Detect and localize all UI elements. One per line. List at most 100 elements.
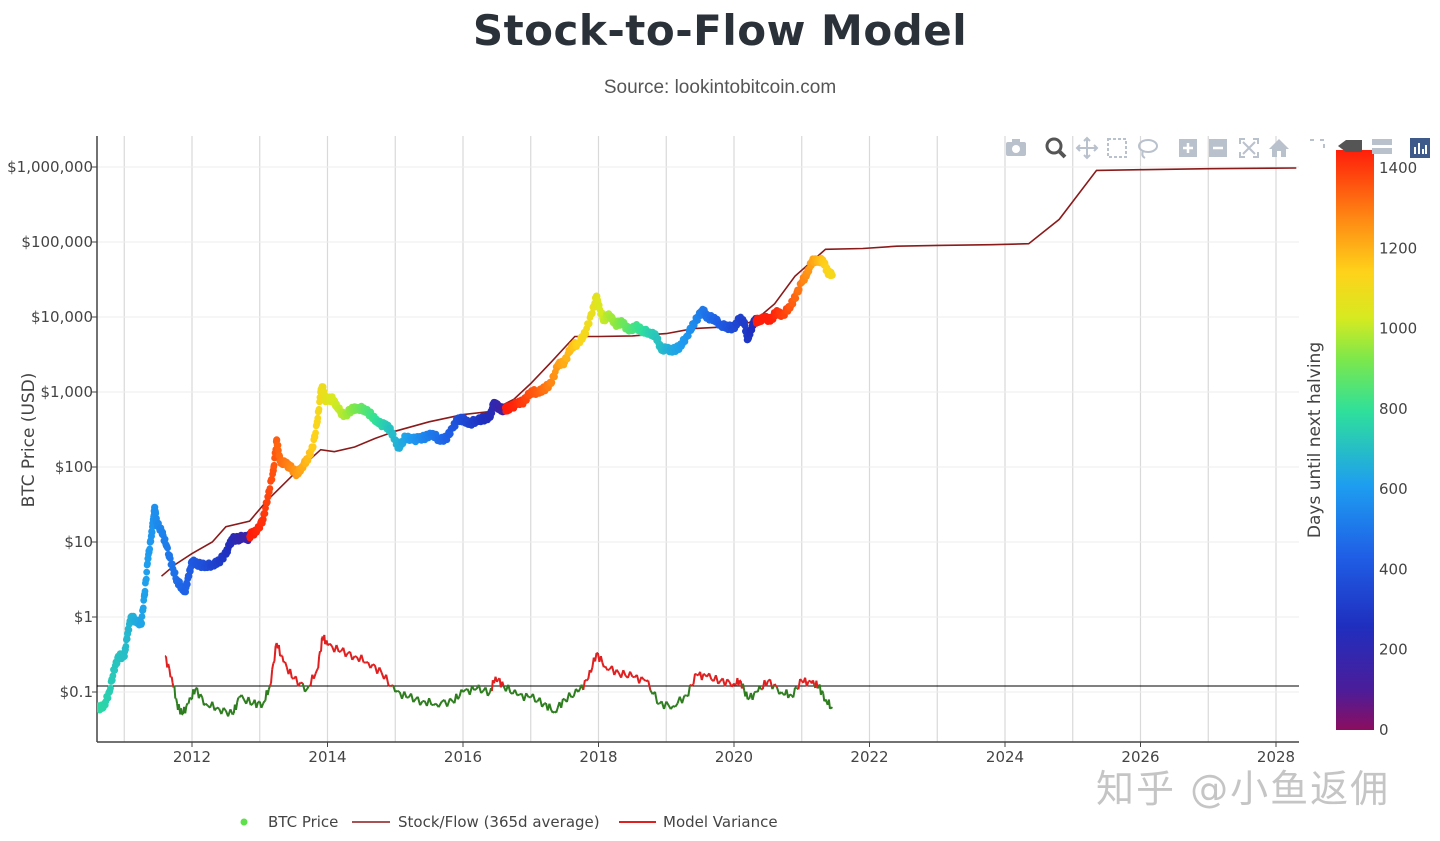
model-variance-segment[interactable] <box>805 680 810 687</box>
model-variance-segment[interactable] <box>428 697 433 706</box>
model-variance-segment[interactable] <box>289 668 293 679</box>
model-variance-segment[interactable] <box>812 680 816 685</box>
model-variance-segment[interactable] <box>696 673 699 677</box>
model-variance-segment[interactable] <box>681 695 686 704</box>
model-variance-segment[interactable] <box>797 678 802 690</box>
btc-price-point[interactable] <box>183 580 191 588</box>
model-variance-segment[interactable] <box>708 672 713 680</box>
model-variance-segment[interactable] <box>532 693 537 703</box>
model-variance-segment[interactable] <box>830 706 834 710</box>
btc-price-point[interactable] <box>259 515 267 524</box>
model-variance-segment[interactable] <box>351 655 356 661</box>
plot-area[interactable] <box>94 167 1300 717</box>
model-variance-segment[interactable] <box>513 689 519 696</box>
model-variance-segment[interactable] <box>247 696 252 706</box>
model-variance-segment[interactable] <box>268 682 272 687</box>
model-variance-segment[interactable] <box>816 685 820 689</box>
model-variance-segment[interactable] <box>317 656 321 669</box>
model-variance-segment[interactable] <box>422 699 425 703</box>
btc-price-point[interactable] <box>144 560 151 568</box>
btc-price-point[interactable] <box>125 626 133 634</box>
model-variance-segment[interactable] <box>236 697 240 703</box>
model-variance-segment[interactable] <box>324 641 327 645</box>
btc-price-point[interactable] <box>446 430 454 438</box>
model-variance-segment[interactable] <box>645 679 649 682</box>
model-variance-segment[interactable] <box>304 688 308 693</box>
btc-price-point[interactable] <box>548 379 556 386</box>
btc-price-point[interactable] <box>164 544 172 552</box>
camera-icon[interactable] <box>1006 139 1026 156</box>
model-variance-segment[interactable] <box>665 700 670 706</box>
btc-price-point[interactable] <box>147 538 155 545</box>
model-variance-segment[interactable] <box>173 685 177 699</box>
model-variance-segment[interactable] <box>745 691 749 700</box>
model-variance-segment[interactable] <box>262 700 266 705</box>
model-variance-segment[interactable] <box>525 692 530 698</box>
model-variance-segment[interactable] <box>412 698 417 703</box>
btc-price-point[interactable] <box>273 436 281 444</box>
model-variance-segment[interactable] <box>185 702 189 707</box>
btc-price-point[interactable] <box>563 355 571 363</box>
model-variance-segment[interactable] <box>577 688 581 693</box>
pan-icon[interactable] <box>1075 136 1099 160</box>
model-variance-segment[interactable] <box>267 685 271 690</box>
btc-price-point[interactable] <box>389 430 397 438</box>
model-variance-segment[interactable] <box>462 689 466 693</box>
model-variance-segment[interactable] <box>272 660 276 664</box>
model-variance-segment[interactable] <box>692 673 696 685</box>
model-variance-segment[interactable] <box>433 702 437 706</box>
model-variance-segment[interactable] <box>824 698 828 703</box>
model-variance-segment[interactable] <box>314 669 319 674</box>
model-variance-segment[interactable] <box>700 673 705 681</box>
model-variance-segment[interactable] <box>541 703 546 708</box>
model-variance-segment[interactable] <box>342 647 347 657</box>
btc-price-point[interactable] <box>588 309 596 317</box>
model-variance-segment[interactable] <box>622 669 627 677</box>
model-variance-segment[interactable] <box>640 676 645 681</box>
btc-price-point[interactable] <box>582 330 590 338</box>
btc-price-point[interactable] <box>312 429 319 437</box>
model-variance-segment[interactable] <box>484 687 489 697</box>
model-variance-segment[interactable] <box>326 642 331 647</box>
model-variance-segment[interactable] <box>312 673 317 680</box>
model-variance-segment[interactable] <box>775 686 781 695</box>
model-variance-segment[interactable] <box>694 672 698 676</box>
model-variance-segment[interactable] <box>799 678 803 682</box>
model-variance-segment[interactable] <box>734 683 737 686</box>
model-variance-segment[interactable] <box>808 679 811 683</box>
btc-price-point[interactable] <box>104 694 112 702</box>
hover-compare-icon[interactable] <box>1372 139 1392 154</box>
model-variance-segment[interactable] <box>753 690 757 694</box>
model-variance-segment[interactable] <box>271 663 275 670</box>
model-variance-segment[interactable] <box>354 655 358 658</box>
model-variance-segment[interactable] <box>291 677 294 680</box>
zoom-in-icon[interactable] <box>1179 139 1197 157</box>
model-variance-segment[interactable] <box>199 693 204 698</box>
spike-lines-icon[interactable] <box>1310 139 1325 148</box>
btc-price-point[interactable] <box>261 510 269 517</box>
model-variance-segment[interactable] <box>167 663 171 670</box>
model-variance-segment[interactable] <box>410 693 415 703</box>
legend-item-model-variance[interactable]: Model Variance <box>619 813 778 831</box>
model-variance-segment[interactable] <box>396 689 401 694</box>
lasso-icon[interactable] <box>1138 139 1158 159</box>
model-variance-segment[interactable] <box>555 707 559 713</box>
model-variance-segment[interactable] <box>201 696 205 706</box>
model-variance-segment[interactable] <box>216 706 220 710</box>
model-variance-segment[interactable] <box>674 703 679 708</box>
box-select-icon[interactable] <box>1107 138 1127 158</box>
model-variance-segment[interactable] <box>821 690 825 694</box>
model-variance-segment[interactable] <box>672 705 676 708</box>
model-variance-segment[interactable] <box>565 692 571 703</box>
btc-price-point[interactable] <box>123 635 131 643</box>
model-variance-segment[interactable] <box>338 650 342 653</box>
model-variance-segment[interactable] <box>638 676 643 684</box>
model-variance-segment[interactable] <box>385 674 390 686</box>
model-variance-segment[interactable] <box>335 644 340 653</box>
model-variance-segment[interactable] <box>534 700 538 704</box>
model-variance-segment[interactable] <box>594 652 598 662</box>
model-variance-segment[interactable] <box>329 643 333 647</box>
model-variance-segment[interactable] <box>235 701 239 711</box>
btc-price-series[interactable] <box>94 254 836 714</box>
btc-price-point[interactable] <box>309 443 317 451</box>
